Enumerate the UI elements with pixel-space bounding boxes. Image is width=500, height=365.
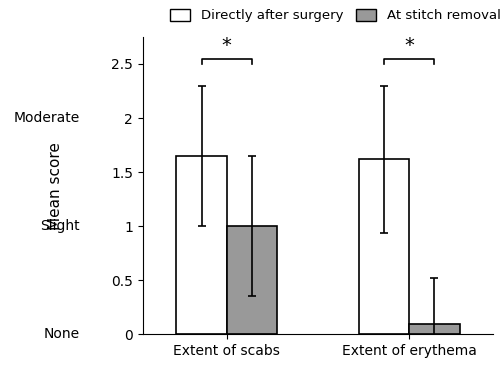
Y-axis label: Mean score: Mean score — [48, 142, 62, 230]
Legend: Directly after surgery, At stitch removal: Directly after surgery, At stitch remova… — [166, 5, 500, 26]
Text: None: None — [44, 327, 80, 341]
Bar — [176, 156, 226, 334]
Bar — [226, 226, 277, 334]
Text: *: * — [404, 36, 414, 55]
Text: Slight: Slight — [40, 219, 80, 233]
Bar — [359, 159, 410, 334]
Text: *: * — [222, 36, 232, 55]
Bar — [410, 323, 460, 334]
Text: Moderate: Moderate — [14, 111, 80, 125]
